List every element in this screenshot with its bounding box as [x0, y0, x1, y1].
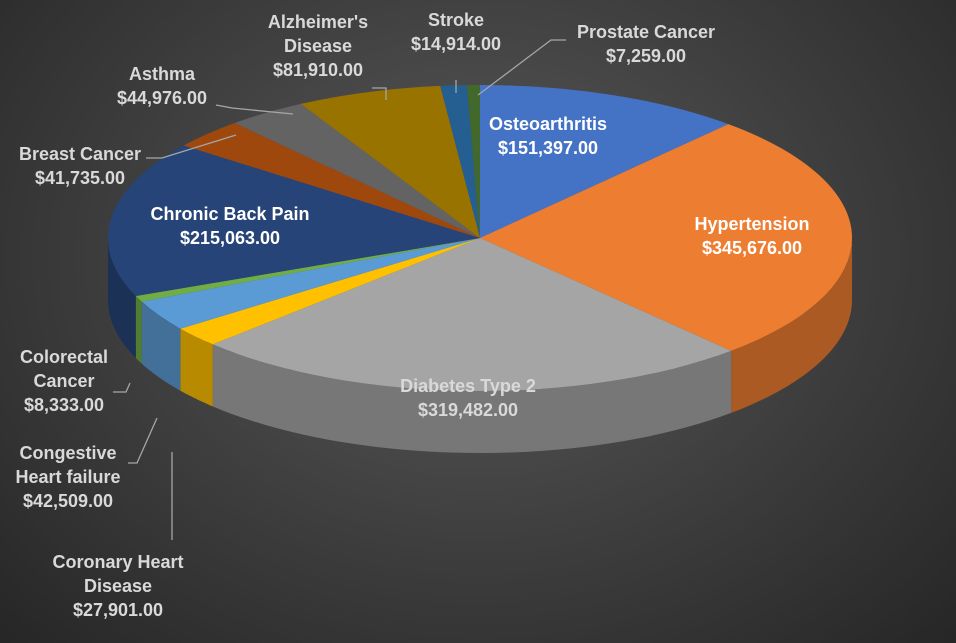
leader-line-colorectal-cancer	[113, 382, 131, 393]
slice-side-diabetes-type-2	[212, 344, 732, 453]
slice-chronic-back-pain	[107, 145, 481, 297]
leader-line-asthma	[215, 104, 294, 115]
slice-side-chronic-back-pain	[108, 238, 136, 359]
data-label-congestive-heart-failure: Congestive Heart failure $42,509.00	[15, 443, 120, 511]
slice-side-hypertension	[731, 238, 852, 413]
data-label-category: Heart failure	[15, 467, 120, 487]
data-label-chronic-back-pain: Chronic Back Pain $215,063.00	[150, 204, 309, 248]
data-label-colorectal-cancer: Colorectal Cancer $8,333.00	[20, 347, 108, 415]
data-label-category: Stroke	[428, 10, 484, 30]
data-label-value: $44,976.00	[117, 88, 207, 108]
data-label-osteoarthritis: Osteoarthritis $151,397.00	[489, 114, 607, 158]
data-label-category: Osteoarthritis	[489, 114, 607, 134]
leader-lines	[113, 39, 566, 540]
data-label-breast-cancer: Breast Cancer $41,735.00	[19, 144, 141, 188]
data-label-category: Cancer	[33, 371, 94, 391]
data-label-hypertension: Hypertension $345,676.00	[694, 214, 809, 258]
data-label-category: Hypertension	[694, 214, 809, 234]
slice-side-congestive-heart-failure	[141, 301, 181, 391]
leader-line-breast-cancer	[146, 134, 237, 159]
data-label-value: $7,259.00	[606, 46, 686, 66]
data-label-value: $41,735.00	[35, 168, 125, 188]
slice-congestive-heart-failure	[141, 238, 480, 329]
data-label-value: $27,901.00	[73, 600, 163, 620]
data-label-value: $42,509.00	[23, 491, 113, 511]
slice-asthma	[234, 103, 480, 238]
slice-prostate-cancer	[466, 84, 480, 238]
data-label-coronary-heart-disease: Coronary Heart Disease $27,901.00	[52, 552, 183, 620]
slice-coronary-heart-disease	[180, 238, 481, 345]
slice-side-coronary-heart-disease	[180, 328, 213, 407]
leader-line-prostate-cancer	[477, 39, 566, 96]
data-label-value: $81,910.00	[273, 60, 363, 80]
data-label-stroke: Stroke $14,914.00	[411, 10, 501, 54]
slice-alzheimer-s-disease	[300, 85, 480, 238]
slice-colorectal-cancer	[135, 238, 481, 302]
slice-stroke	[440, 85, 480, 238]
data-label-value: $151,397.00	[498, 138, 598, 158]
data-label-category: Chronic Back Pain	[150, 204, 309, 224]
data-label-value: $14,914.00	[411, 34, 501, 54]
data-label-category: Prostate Cancer	[577, 22, 715, 42]
data-label-value: $319,482.00	[418, 400, 518, 420]
slice-side-colorectal-cancer	[135, 296, 142, 364]
data-label-category: Disease	[84, 576, 152, 596]
data-label-category: Congestive	[19, 443, 116, 463]
data-label-category: Diabetes Type 2	[400, 376, 536, 396]
pie-sides	[108, 238, 852, 453]
data-label-value: $8,333.00	[24, 395, 104, 415]
data-label-asthma: Asthma $44,976.00	[117, 64, 207, 108]
data-label-diabetes-type-2: Diabetes Type 2 $319,482.00	[400, 376, 536, 420]
slice-osteoarthritis	[480, 84, 729, 238]
data-label-alzheimer-s-disease: Alzheimer's Disease $81,910.00	[268, 12, 368, 80]
data-labels: Osteoarthritis $151,397.00 Hypertension $34…	[15, 10, 809, 620]
data-label-value: $215,063.00	[180, 228, 280, 248]
data-label-category: Asthma	[129, 64, 196, 84]
leader-line-congestive-heart-failure	[128, 417, 158, 464]
leader-line-alzheimer-s-disease	[372, 87, 387, 100]
data-label-value: $345,676.00	[702, 238, 802, 258]
data-label-category: Breast Cancer	[19, 144, 141, 164]
data-label-prostate-cancer: Prostate Cancer $7,259.00	[577, 22, 715, 66]
data-label-category: Alzheimer's	[268, 12, 368, 32]
data-label-category: Disease	[284, 36, 352, 56]
slice-breast-cancer	[183, 122, 481, 238]
slice-diabetes-type-2	[212, 238, 732, 392]
data-label-category: Colorectal	[20, 347, 108, 367]
pie-slices	[107, 84, 853, 392]
slice-hypertension	[480, 124, 853, 351]
data-label-category: Coronary Heart	[52, 552, 183, 572]
